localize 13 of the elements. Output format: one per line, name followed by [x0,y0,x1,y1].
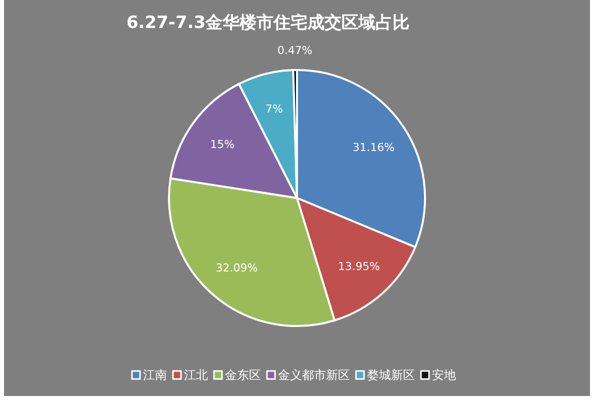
data-label: 0.47% [277,44,312,58]
data-label: 13.95% [338,260,380,274]
legend-label: 江南 [143,368,167,382]
legend-label: 金东区 [225,368,261,382]
data-label: 7% [265,102,283,116]
legend-label: 金义都市新区 [278,368,350,382]
legend-label: 江北 [184,368,208,382]
data-label: 32.09% [216,262,258,275]
data-label: 15% [210,138,235,151]
legend-label: 婺城新区 [367,368,415,382]
chart-title: 6.27-7.3金华楼市住宅成交区域占比 [126,13,410,33]
legend-label: 安地 [432,368,456,382]
data-label: 31.16% [352,140,395,154]
